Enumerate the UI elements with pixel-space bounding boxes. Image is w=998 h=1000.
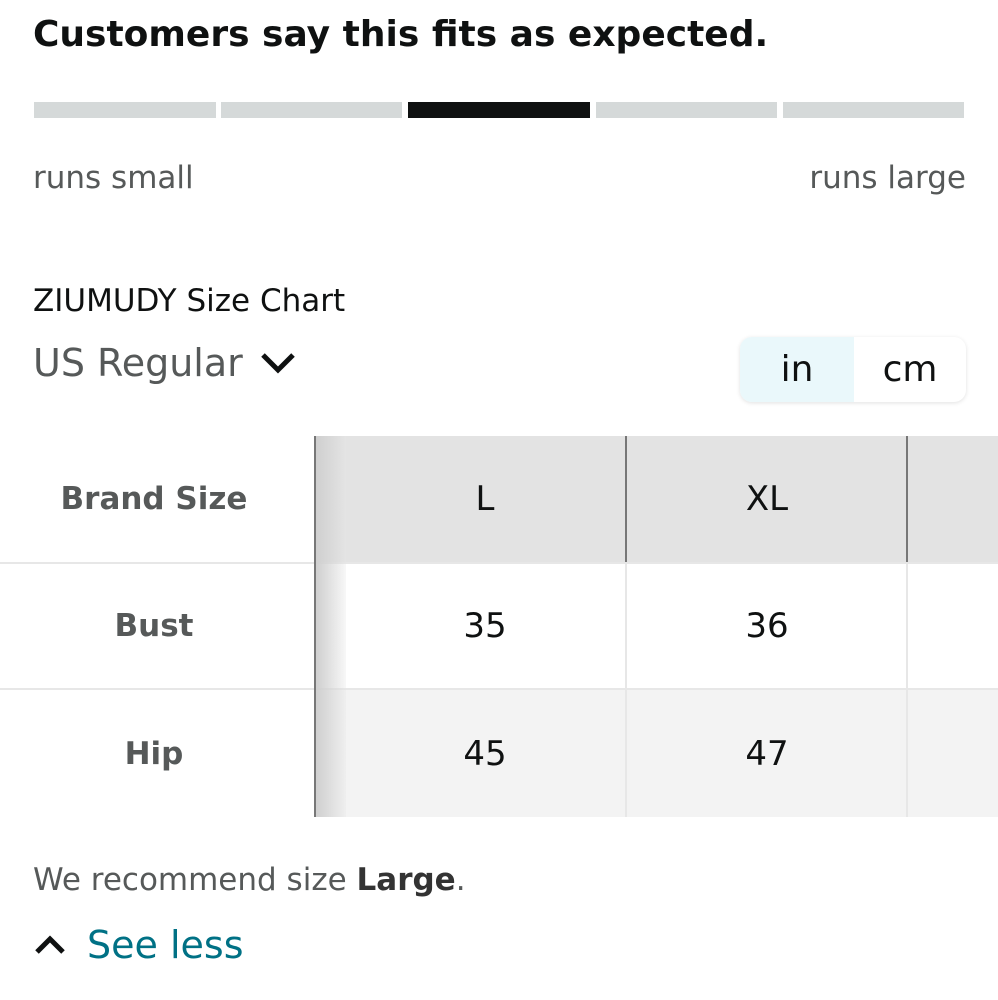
header-bg (314, 436, 998, 562)
row-label: Hip (124, 735, 184, 772)
col-border (625, 562, 627, 817)
row-bg (314, 689, 998, 817)
header-cell: Brand Size (60, 481, 248, 517)
cell: 47 (745, 733, 789, 774)
unit-cm[interactable]: cm (882, 349, 938, 390)
fit-left-label: runs small (33, 160, 194, 196)
col-border (625, 436, 627, 562)
col-border (906, 562, 908, 817)
row-border (0, 562, 998, 564)
cell: 35 (463, 606, 507, 646)
unit-toggle: in cm (740, 337, 966, 402)
header-cell: L (475, 479, 495, 519)
chevron-down (260, 353, 295, 374)
recommendation-prefix: We recommend size (33, 862, 357, 898)
row-border (0, 688, 998, 690)
see-less-label: See less (87, 923, 244, 967)
see-less[interactable]: See less (33, 923, 244, 967)
fit-segment (783, 102, 964, 118)
chevron-up (35, 935, 65, 954)
cell: 45 (463, 733, 507, 774)
sticky-shadow (314, 436, 346, 817)
unit-in[interactable]: in (740, 337, 854, 402)
fit-title: Customers say this fits as expected. (33, 14, 769, 55)
region-label: US Regular (33, 341, 243, 385)
recommendation: We recommend size Large. (33, 862, 466, 898)
fit-segment (596, 102, 777, 118)
row-label: Bust (114, 608, 194, 644)
region-dropdown[interactable]: US Regular (33, 341, 297, 385)
fit-segment-selected (408, 102, 590, 118)
recommendation-suffix: . (455, 862, 466, 898)
recommended-size: Large (356, 862, 456, 898)
fit-segment (221, 102, 402, 118)
fit-right-label: runs large (809, 160, 966, 196)
size-chart-title: ZIUMUDY Size Chart (33, 283, 346, 319)
col-border (906, 436, 908, 562)
fit-segment (34, 102, 216, 118)
header-cell: XL (745, 479, 789, 519)
cell: 36 (745, 606, 789, 646)
